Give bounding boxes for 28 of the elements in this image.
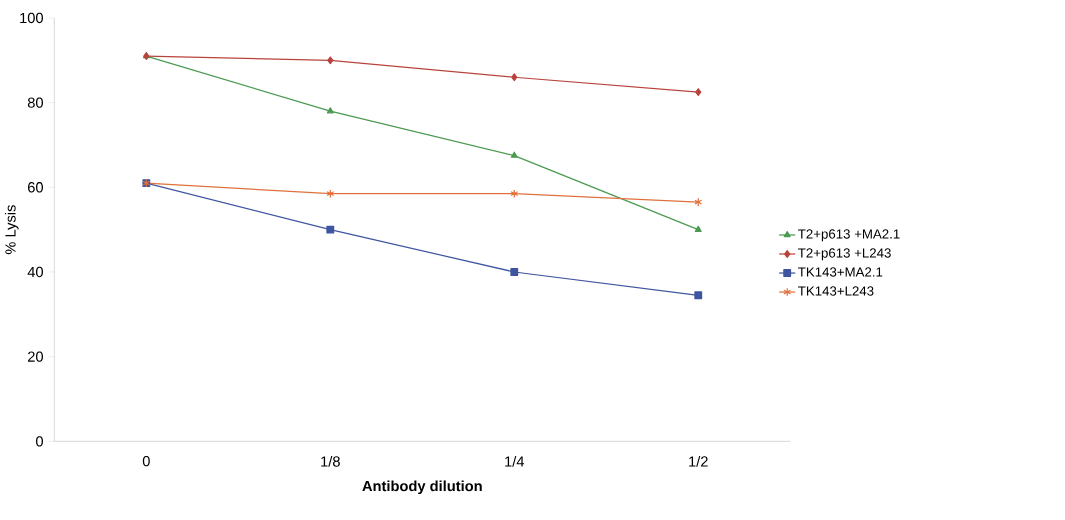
y-tick-label: 60 (28, 182, 44, 193)
y-tick-label: 80 (27, 97, 44, 108)
point (511, 73, 518, 82)
point (326, 107, 334, 114)
x-tick-label: 0 (142, 455, 150, 467)
point (694, 225, 702, 232)
legend-label: TK143+MA2.1 (798, 267, 883, 277)
point (510, 151, 518, 158)
y-tick-label: 100 (20, 12, 44, 24)
point (326, 189, 335, 199)
legend-label: T2+p613 +L243 (798, 248, 891, 261)
point (695, 88, 702, 97)
point (327, 56, 334, 65)
x-axis-title: Antibody dilution (362, 480, 482, 495)
y-tick-label: 0 (36, 436, 44, 447)
point (510, 189, 519, 199)
y-tick-label: 40 (27, 266, 44, 278)
x-tick-label: 1/8 (321, 455, 340, 467)
point (694, 291, 703, 300)
legend-label: T2+p613 +MA2.1 (798, 229, 900, 242)
point (694, 197, 703, 207)
x-tick-label: 1/4 (505, 455, 525, 467)
y-tick-label: 20 (28, 351, 44, 362)
x-tick-label: 1/2 (689, 455, 708, 467)
y-axis-title: % Lysis (4, 205, 19, 255)
point (326, 225, 335, 234)
point (510, 268, 519, 276)
legend-label: TK143+L243 (798, 286, 874, 296)
